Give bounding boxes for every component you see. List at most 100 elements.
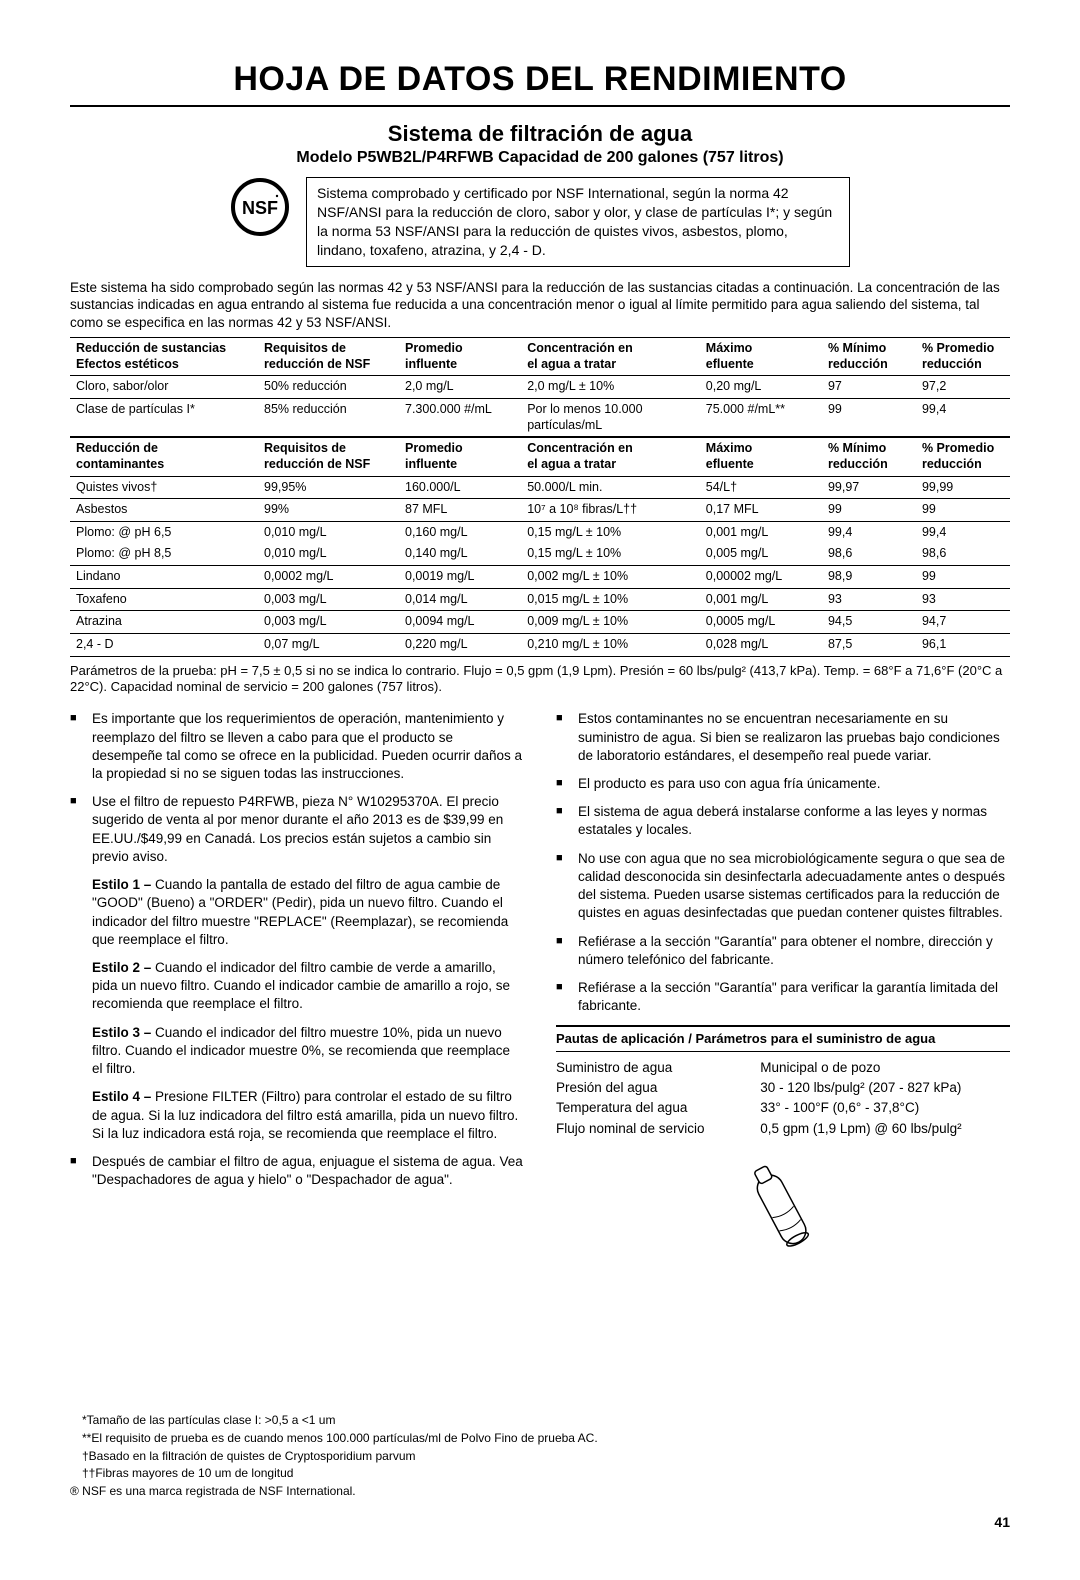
style-paragraph: Estilo 3 – Cuando el indicador del filtr… bbox=[92, 1024, 524, 1079]
table-header: % Promedio reducción bbox=[916, 438, 1010, 476]
left-column: Es importante que los requerimientos de … bbox=[70, 710, 524, 1272]
table-header: Máximo efluente bbox=[700, 438, 822, 476]
guideline-cell: 30 - 120 lbs/pulg² (207 - 827 kPa) bbox=[760, 1078, 1010, 1098]
bullet-item: Después de cambiar el filtro de agua, en… bbox=[70, 1153, 524, 1189]
style-paragraph: Estilo 1 – Cuando la pantalla de estado … bbox=[92, 876, 524, 949]
table-cell: 98,9 bbox=[822, 566, 916, 589]
table-cell: 99% bbox=[258, 499, 399, 522]
table-cell: 99,99 bbox=[916, 476, 1010, 499]
table-cell: 0,010 mg/L bbox=[258, 521, 399, 543]
table-cell: 0,015 mg/L ± 10% bbox=[521, 588, 700, 611]
table-contaminants: Reducción de contaminantesRequisitos de … bbox=[70, 437, 1010, 656]
table-cell: 98,6 bbox=[916, 543, 1010, 565]
table-header: Reducción de contaminantes bbox=[70, 438, 258, 476]
table-header: Reducción de sustancias Efectos estético… bbox=[70, 338, 258, 376]
table-cell: 75.000 #/mL** bbox=[700, 399, 822, 437]
filter-illustration bbox=[556, 1157, 1010, 1272]
table-cell: 0,17 MFL bbox=[700, 499, 822, 522]
table-cell: 0,0005 mg/L bbox=[700, 611, 822, 634]
table-aesthetic: Reducción de sustancias Efectos estético… bbox=[70, 337, 1010, 437]
table-cell: 98,6 bbox=[822, 543, 916, 565]
table-cell: 0,00002 mg/L bbox=[700, 566, 822, 589]
guidelines-table: Suministro de aguaMunicipal o de pozoPre… bbox=[556, 1058, 1010, 1139]
table-cell: 97 bbox=[822, 376, 916, 399]
guideline-cell: Suministro de agua bbox=[556, 1058, 760, 1078]
table-header: Requisitos de reducción de NSF bbox=[258, 438, 399, 476]
table-cell: Atrazina bbox=[70, 611, 258, 634]
table-cell: 0,15 mg/L ± 10% bbox=[521, 521, 700, 543]
table-cell: Cloro, sabor/olor bbox=[70, 376, 258, 399]
table-cell: 99 bbox=[822, 399, 916, 437]
table-cell: 0,028 mg/L bbox=[700, 633, 822, 656]
footnote-line: **El requisito de prueba es de cuando me… bbox=[82, 1430, 1010, 1447]
table-cell: 0,002 mg/L ± 10% bbox=[521, 566, 700, 589]
table-header: Promedio influente bbox=[399, 338, 521, 376]
table-cell: 99,4 bbox=[916, 399, 1010, 437]
table-cell: 0,220 mg/L bbox=[399, 633, 521, 656]
table-cell: 99,97 bbox=[822, 476, 916, 499]
table-cell: 99 bbox=[916, 566, 1010, 589]
table-header: Promedio influente bbox=[399, 438, 521, 476]
bullet-item: Use el filtro de repuesto P4RFWB, pieza … bbox=[70, 793, 524, 866]
table-cell: 0,0019 mg/L bbox=[399, 566, 521, 589]
table-cell: 0,07 mg/L bbox=[258, 633, 399, 656]
table-cell: 160.000/L bbox=[399, 476, 521, 499]
table-header: Concentración en el agua a tratar bbox=[521, 338, 700, 376]
table-cell: 0,005 mg/L bbox=[700, 543, 822, 565]
table-header: % Mínimo reducción bbox=[822, 338, 916, 376]
subtitle: Sistema de filtración de agua bbox=[70, 121, 1010, 147]
model-line: Modelo P5WB2L/P4RFWB Capacidad de 200 ga… bbox=[70, 149, 1010, 167]
table-cell: 0,0094 mg/L bbox=[399, 611, 521, 634]
table-cell: 99 bbox=[822, 499, 916, 522]
table-cell: 99,95% bbox=[258, 476, 399, 499]
table-cell: 0,001 mg/L bbox=[700, 588, 822, 611]
table-cell: Plomo: @ pH 8,5 bbox=[70, 543, 258, 565]
footnote-line: *Tamaño de las partículas clase I: >0,5 … bbox=[82, 1412, 1010, 1429]
table-cell: 0,001 mg/L bbox=[700, 521, 822, 543]
table-cell: 2,0 mg/L bbox=[399, 376, 521, 399]
table-cell: 50.000/L min. bbox=[521, 476, 700, 499]
page-number: 41 bbox=[70, 1514, 1010, 1530]
bullet-item: No use con agua que no sea microbiológic… bbox=[556, 850, 1010, 923]
guideline-cell: 33° - 100°F (0,6° - 37,8°C) bbox=[760, 1098, 1010, 1118]
bullet-item: Es importante que los requerimientos de … bbox=[70, 710, 524, 783]
intro-paragraph: Este sistema ha sido comprobado según la… bbox=[70, 279, 1010, 332]
table-cell: 2,0 mg/L ± 10% bbox=[521, 376, 700, 399]
footnote-line: ® NSF es una marca registrada de NSF Int… bbox=[70, 1483, 1010, 1500]
table-header: % Mínimo reducción bbox=[822, 438, 916, 476]
svg-text:NSF: NSF bbox=[242, 198, 278, 218]
table-cell: 0,160 mg/L bbox=[399, 521, 521, 543]
table-header: % Promedio reducción bbox=[916, 338, 1010, 376]
table-cell: 0,20 mg/L bbox=[700, 376, 822, 399]
cert-text: Sistema comprobado y certificado por NSF… bbox=[306, 177, 850, 267]
table-cell: 94,7 bbox=[916, 611, 1010, 634]
guidelines-header: Pautas de aplicación / Parámetros para e… bbox=[556, 1025, 1010, 1052]
table-cell: 0,003 mg/L bbox=[258, 611, 399, 634]
table-cell: 7.300.000 #/mL bbox=[399, 399, 521, 437]
guideline-cell: Presión del agua bbox=[556, 1078, 760, 1098]
table-cell: Toxafeno bbox=[70, 588, 258, 611]
table-header: Máximo efluente bbox=[700, 338, 822, 376]
table-cell: 0,15 mg/L ± 10% bbox=[521, 543, 700, 565]
right-column: Estos contaminantes no se encuentran nec… bbox=[556, 710, 1010, 1272]
page-title: HOJA DE DATOS DEL RENDIMIENTO bbox=[70, 40, 1010, 107]
bullet-item: El sistema de agua deberá instalarse con… bbox=[556, 803, 1010, 839]
bullet-item: Refiérase a la sección "Garantía" para o… bbox=[556, 933, 1010, 969]
table-cell: 93 bbox=[822, 588, 916, 611]
style-paragraph: Estilo 4 – Presione FILTER (Filtro) para… bbox=[92, 1088, 524, 1143]
table-cell: 0,014 mg/L bbox=[399, 588, 521, 611]
nsf-icon: NSF bbox=[230, 177, 290, 242]
certification-row: NSF Sistema comprobado y certificado por… bbox=[230, 177, 850, 267]
table-cell: 0,210 mg/L ± 10% bbox=[521, 633, 700, 656]
table-cell: 0,010 mg/L bbox=[258, 543, 399, 565]
table-header: Requisitos de reducción de NSF bbox=[258, 338, 399, 376]
table-cell: 50% reducción bbox=[258, 376, 399, 399]
table-header: Concentración en el agua a tratar bbox=[521, 438, 700, 476]
style-paragraph: Estilo 2 – Cuando el indicador del filtr… bbox=[92, 959, 524, 1014]
table-cell: 87,5 bbox=[822, 633, 916, 656]
footnote-line: †Basado en la filtración de quistes de C… bbox=[82, 1448, 1010, 1465]
table-cell: 87 MFL bbox=[399, 499, 521, 522]
table-cell: 97,2 bbox=[916, 376, 1010, 399]
guideline-cell: Municipal o de pozo bbox=[760, 1058, 1010, 1078]
table-cell: 96,1 bbox=[916, 633, 1010, 656]
